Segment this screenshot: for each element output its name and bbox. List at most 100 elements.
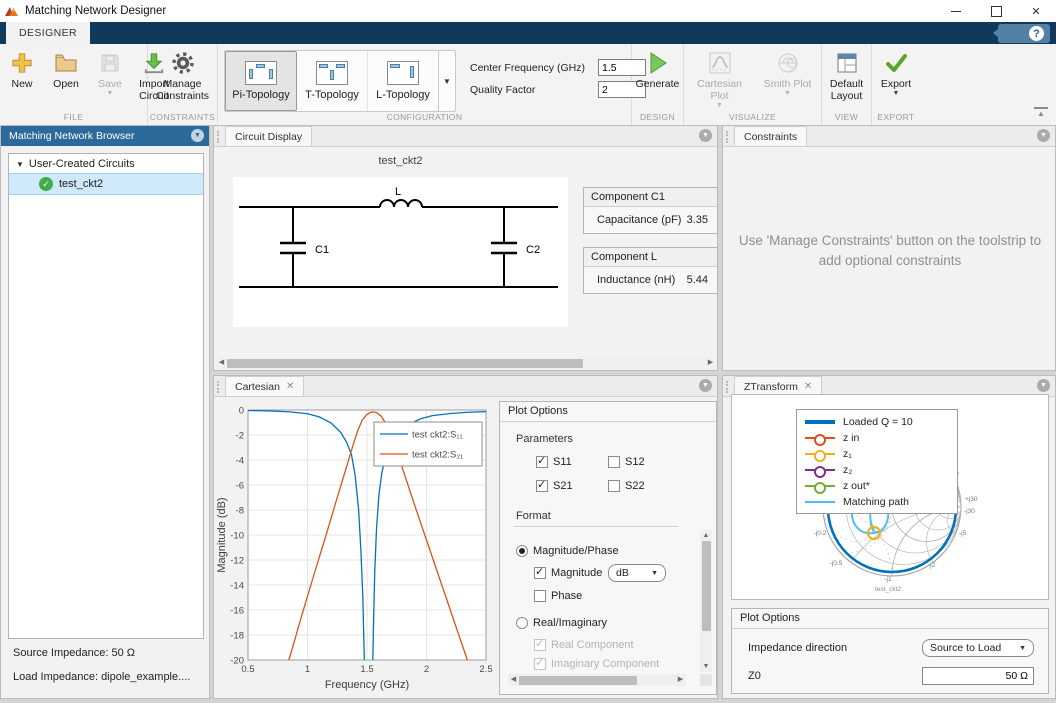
default-layout-button[interactable]: Default Layout (824, 49, 869, 103)
center-frequency-label: Center Frequency (GHz) (470, 61, 585, 74)
magnitude-checkbox[interactable] (534, 565, 546, 579)
minimize-button[interactable] (936, 0, 976, 22)
save-button[interactable]: Save ▼ (90, 49, 130, 98)
circuit-hscroll-thumb[interactable] (227, 358, 583, 368)
magnitude-phase-radio[interactable] (516, 545, 528, 557)
circuit-hscrollbar[interactable]: ◀ ▶ (216, 357, 716, 369)
ribbon-spacer: ▲ (920, 44, 1056, 125)
s21-option: S21 (536, 478, 573, 492)
s11-option: S11 (536, 454, 572, 468)
s12-checkbox[interactable] (608, 456, 620, 468)
z0-input[interactable] (922, 667, 1034, 685)
tab-cartesian[interactable]: Cartesian ✕ (225, 376, 305, 396)
panel-grip[interactable] (726, 381, 730, 393)
import-circuit-label: Import Circuit (139, 78, 169, 103)
s12-label: S12 (625, 456, 645, 468)
tree-group-user-created-circuits[interactable]: ▼ User-Created Circuits (9, 154, 203, 173)
l-topology-button[interactable]: L-Topology (368, 51, 438, 111)
tab-constraints[interactable]: Constraints (734, 126, 808, 146)
imaginary-component-checkbox[interactable] (534, 656, 546, 670)
open-button[interactable]: Open (46, 49, 86, 91)
quality-factor-input[interactable] (598, 81, 646, 98)
component-c1-title: Component C1 (584, 188, 717, 207)
svg-text:Frequency (GHz): Frequency (GHz) (325, 679, 409, 691)
magnitude-unit-dropdown[interactable]: dB ▼ (608, 564, 666, 582)
circuit-canvas[interactable]: L C1 C2 (233, 177, 568, 327)
cartesian-panel-gear-icon[interactable]: ▼ (699, 379, 712, 392)
new-label: New (11, 78, 33, 90)
pi-topology-button[interactable]: Pi-Topology (225, 51, 297, 111)
source-impedance-label: Source Impedance: 50 Ω (13, 647, 135, 659)
cartesian-chart[interactable]: 0.5 1 1.5 2 2.5 0 -2 -4 -6 -8 -10 -12 -14 -16 -18 -20 Fr… (214, 398, 498, 700)
cartesian-plot-button[interactable]: Cartesian Plot ▼ (687, 49, 753, 110)
s22-checkbox[interactable] (608, 480, 620, 492)
format-vscrollbar[interactable]: ▲ ▼ (700, 530, 712, 672)
s11-checkbox[interactable] (536, 454, 548, 468)
collapse-toolstrip-button[interactable]: ▲ (1034, 107, 1048, 121)
scroll-up-icon[interactable]: ▲ (702, 532, 710, 539)
constraints-message: Use 'Manage Constraints' button on the t… (738, 233, 1042, 269)
panel-grip[interactable] (726, 131, 730, 143)
ztransform-plot-options: Plot Options Impedance direction Source … (731, 608, 1049, 694)
ztransform-tab-close-icon[interactable]: ✕ (803, 381, 813, 392)
matching-network-browser-panel: Matching Network Browser ▼ ▼ User-Create… (0, 125, 210, 699)
svg-text:-2: -2 (236, 431, 244, 442)
tab-designer[interactable]: DESIGNER (6, 22, 90, 44)
circuit-display-tab-label: Circuit Display (235, 130, 303, 143)
load-impedance-label: Load Impedance: dipole_example.... (13, 671, 191, 683)
format-hscrollbar[interactable]: ◀ ▶ (508, 674, 686, 686)
format-vscroll-thumb[interactable] (701, 541, 711, 631)
scroll-right-icon[interactable]: ▶ (677, 676, 684, 683)
cartesian-tab-close-icon[interactable]: ✕ (285, 381, 295, 392)
scroll-right-icon[interactable]: ▶ (707, 359, 714, 366)
svg-text:-20: -20 (230, 656, 244, 667)
capacitance-value[interactable]: 3.35 (686, 214, 708, 226)
scroll-left-icon[interactable]: ◀ (510, 676, 517, 683)
phase-checkbox[interactable] (534, 590, 546, 602)
tree-group-label: User-Created Circuits (28, 158, 135, 170)
export-button[interactable]: Export ▼ (876, 49, 916, 98)
import-circuit-button[interactable]: Import Circuit (134, 49, 174, 103)
generate-button[interactable]: Generate (634, 49, 681, 91)
cartesian-tabstrip: Cartesian ✕ ▼ (214, 376, 717, 397)
maximize-button[interactable] (976, 0, 1016, 22)
ztransform-panel-gear-icon[interactable]: ▼ (1037, 379, 1050, 392)
smith-chart-box[interactable]: 0.0 +j2 +j5 +j30 -j30 -j5 -j2 -j1 -j0.5 … (731, 394, 1049, 600)
center-frequency-input[interactable] (598, 59, 646, 76)
circuit-panel-gear-icon[interactable]: ▼ (699, 129, 712, 142)
real-imaginary-radio[interactable] (516, 617, 528, 629)
ribbon-tabbar: DESIGNER ? (0, 22, 1056, 44)
scroll-down-icon[interactable]: ▼ (702, 663, 710, 670)
s21-checkbox[interactable] (536, 478, 548, 492)
help-button[interactable]: ? (993, 24, 1050, 43)
constraints-panel-gear-icon[interactable]: ▼ (1037, 129, 1050, 142)
browser-gear-icon[interactable]: ▼ (191, 129, 204, 142)
section-configuration: Pi-Topology T-Topology L-Topology (218, 44, 646, 125)
smith-plot-button[interactable]: Smith Plot ▼ (757, 49, 819, 98)
tree-expand-icon[interactable]: ▼ (16, 159, 24, 169)
topology-dropdown-button[interactable]: ▼ (438, 51, 455, 111)
new-icon (11, 50, 33, 76)
svg-text:-12: -12 (230, 556, 244, 567)
new-button[interactable]: New (2, 49, 42, 91)
panel-grip[interactable] (217, 381, 221, 393)
tab-circuit-display[interactable]: Circuit Display (225, 126, 313, 146)
close-button[interactable]: ✕ (1031, 5, 1041, 18)
smith-label-pj30: +j30 (965, 496, 978, 503)
inductance-value[interactable]: 5.44 (686, 274, 708, 286)
panel-grip[interactable] (217, 131, 221, 143)
format-hscroll-thumb[interactable] (519, 675, 637, 685)
tree-item-test-ckt2[interactable]: ✓ test_ckt2 (9, 173, 203, 195)
save-icon (100, 50, 120, 76)
ztransform-tabstrip: ZTransform ✕ ▼ (723, 376, 1055, 397)
ztransform-tab-label: ZTransform (744, 380, 798, 393)
tab-ztransform[interactable]: ZTransform ✕ (734, 376, 823, 396)
real-component-checkbox[interactable] (534, 637, 546, 651)
smith-legend-item: z in (797, 430, 957, 446)
impedance-direction-dropdown[interactable]: Source to Load ▼ (922, 639, 1034, 657)
center-frequency-row: Center Frequency (GHz) (470, 59, 646, 76)
pi-topology-label: Pi-Topology (232, 89, 290, 101)
manage-constraints-button[interactable]: Manage Constraints (150, 49, 215, 103)
scroll-left-icon[interactable]: ◀ (218, 359, 225, 366)
t-topology-button[interactable]: T-Topology (297, 51, 368, 111)
